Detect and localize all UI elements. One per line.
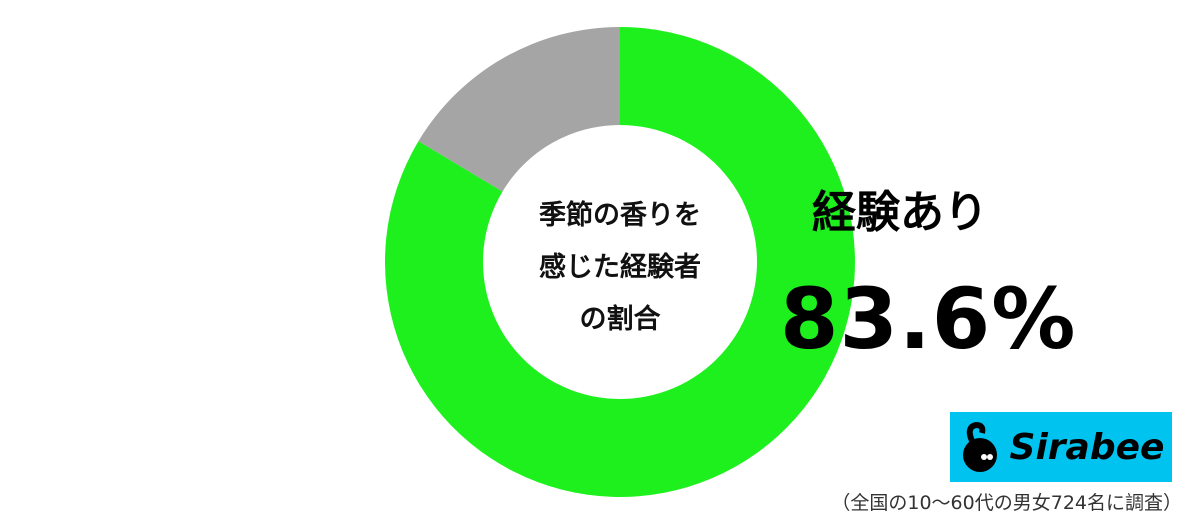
series-label: 経験あり: [812, 187, 988, 238]
logo-text: Sirabee: [1009, 426, 1165, 468]
center-label-line: 感じた経験者: [539, 252, 701, 283]
survey-footnote: （全国の10〜60代の男女724名に調査）: [831, 492, 1182, 514]
center-label: 季節の香りを 感じた経験者 の割合: [500, 190, 740, 346]
value-label: 83.6%: [780, 270, 1077, 368]
donut-slice-0: [385, 27, 855, 498]
center-label-line: の割合: [579, 304, 661, 335]
donut-slice-1: [418, 27, 620, 192]
center-label-line: 季節の香りを: [539, 200, 701, 231]
sirabee-logo: Sirabee: [950, 412, 1172, 482]
mascot-icon: [962, 421, 997, 472]
